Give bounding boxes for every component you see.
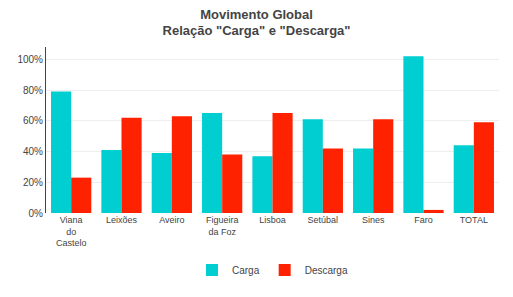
svg-text:Carga: Carga	[232, 265, 260, 276]
svg-text:Figueirada Foz: Figueirada Foz	[206, 215, 239, 237]
svg-text:80%: 80%	[23, 85, 43, 96]
svg-text:0%: 0%	[29, 208, 44, 219]
svg-text:Movimento GlobalRelação "Carga: Movimento GlobalRelação "Carga" e "Desca…	[163, 7, 351, 39]
svg-text:Descarga: Descarga	[305, 265, 348, 276]
svg-text:Leixões: Leixões	[106, 215, 138, 225]
svg-text:TOTAL: TOTAL	[460, 215, 488, 225]
svg-text:Setúbal: Setúbal	[308, 215, 339, 225]
svg-text:40%: 40%	[23, 146, 43, 157]
svg-text:Lisboa: Lisboa	[259, 215, 286, 225]
svg-text:60%: 60%	[23, 115, 43, 126]
svg-text:Sines: Sines	[362, 215, 385, 225]
svg-text:20%: 20%	[23, 177, 43, 188]
svg-text:100%: 100%	[17, 54, 43, 65]
svg-text:VianadoCastelo: VianadoCastelo	[56, 215, 87, 248]
svg-text:Faro: Faro	[414, 215, 433, 225]
svg-text:Aveiro: Aveiro	[159, 215, 184, 225]
